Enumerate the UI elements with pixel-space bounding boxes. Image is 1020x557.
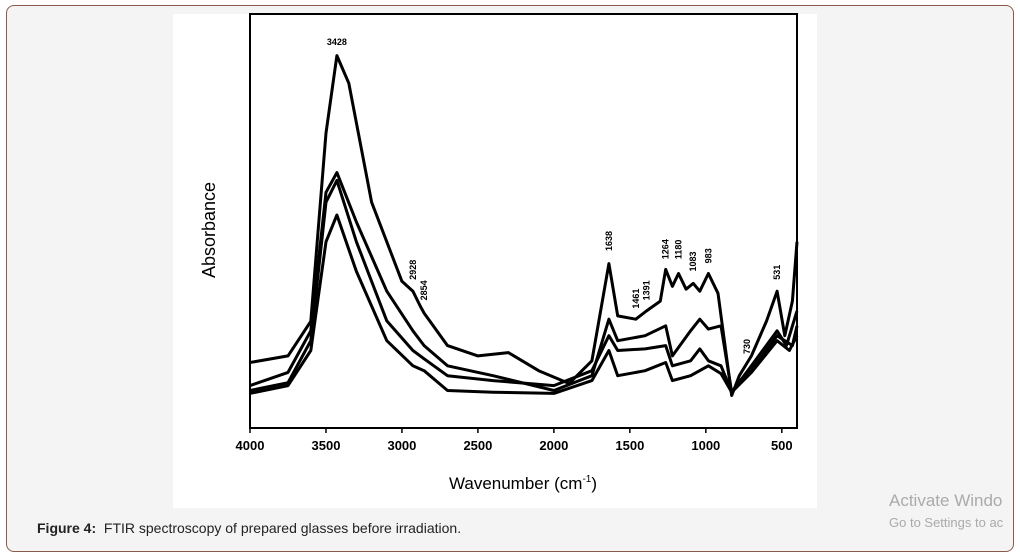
peak-label: 1264	[661, 239, 671, 259]
x-tick-label: 3000	[387, 438, 416, 453]
activate-windows-subtitle: Go to Settings to ac	[889, 515, 1004, 530]
peak-label: 1461	[631, 289, 641, 309]
x-tick-label: 3500	[312, 438, 341, 453]
x-axis-label: Wavenumber (cm-1)	[449, 474, 597, 493]
figure-caption: Figure 4: FTIR spectroscopy of prepared …	[37, 520, 461, 536]
series-line-sample-2	[249, 171, 799, 394]
figure-image	[173, 14, 817, 508]
peak-label: 730	[742, 339, 752, 354]
caption-text: FTIR spectroscopy of prepared glasses be…	[103, 520, 462, 536]
peak-label: 2854	[419, 280, 429, 300]
peak-label: 1180	[673, 240, 683, 260]
activate-windows-title: Activate Windo	[889, 491, 1003, 510]
peak-label: 3428	[327, 37, 347, 47]
y-axis-label: Absorbance	[199, 182, 219, 278]
x-tick-label: 1500	[615, 438, 644, 453]
plot-frame	[249, 13, 798, 429]
peak-label: 2928	[408, 260, 418, 280]
peak-label: 1391	[641, 280, 651, 300]
peak-label: 983	[703, 248, 713, 263]
series-line-sample-4	[249, 213, 799, 395]
series-line-sample-1	[249, 54, 799, 397]
x-tick-label: 2500	[463, 438, 492, 453]
x-tick-label: 4000	[236, 438, 265, 453]
peak-label: 1083	[688, 252, 698, 272]
x-tick-label: 500	[771, 438, 793, 453]
x-tick-label: 2000	[539, 438, 568, 453]
peak-label: 1638	[604, 231, 614, 251]
peak-label: 531	[772, 265, 782, 280]
x-tick-label: 1000	[691, 438, 720, 453]
caption-label: Figure 4:	[37, 520, 97, 536]
